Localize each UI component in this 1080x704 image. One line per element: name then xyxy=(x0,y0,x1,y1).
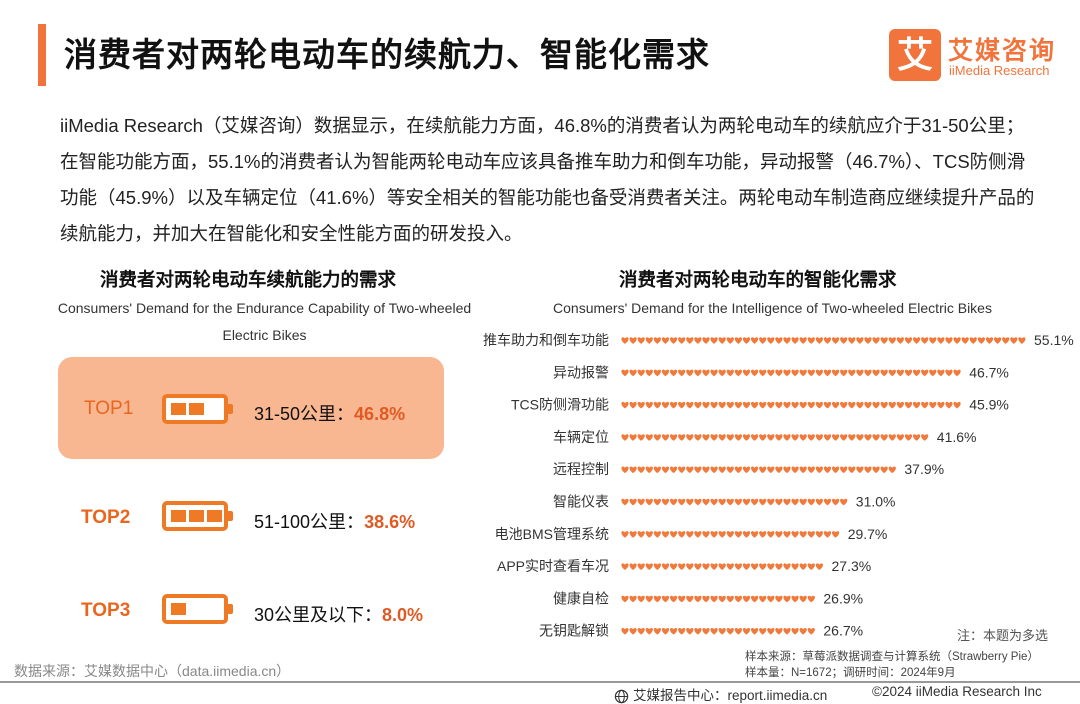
battery-icon xyxy=(162,394,233,424)
logo-cn-text: 艾媒咨询 xyxy=(948,37,1057,65)
data-bar xyxy=(621,466,896,474)
copyright: ©2024 iiMedia Research Inc xyxy=(872,684,1042,699)
data-bar xyxy=(621,337,1026,344)
intro-paragraph: iiMedia Research（艾媒咨询）数据显示，在续航能力方面，46.8%… xyxy=(60,115,1035,244)
value-label: 27.3% xyxy=(832,558,872,574)
top1-highlight-card xyxy=(58,357,444,459)
left-chart-title: 消费者对两轮电动车续航能力的需求 xyxy=(100,269,397,290)
logo-mark: 艾 xyxy=(889,29,941,81)
category-label: 电池BMS管理系统 xyxy=(495,526,609,542)
data-bar xyxy=(621,628,815,635)
category-label: 无钥匙解锁 xyxy=(539,623,609,639)
data-bar xyxy=(621,595,815,603)
top3-value: 30公里及以下：8.0% xyxy=(254,601,423,627)
category-label: 异动报警 xyxy=(553,364,609,380)
multi-choice-note: 注：本题为多选 xyxy=(957,628,1049,643)
report-center: 艾媒报告中心：report.iimedia.cn xyxy=(614,684,827,704)
data-bar xyxy=(621,434,929,441)
top3-rank: TOP3 xyxy=(81,600,131,621)
data-bar xyxy=(621,531,840,538)
page-title: 消费者对两轮电动车的续航力、智能化需求 xyxy=(64,36,710,73)
data-bar xyxy=(621,369,961,377)
top3-pct: 8.0% xyxy=(382,605,424,625)
value-label: 31.0% xyxy=(856,494,896,510)
logo-en-text: iiMedia Research xyxy=(949,63,1050,78)
category-label: 车辆定位 xyxy=(553,429,609,445)
title-accent-bar xyxy=(38,24,46,86)
battery-icon xyxy=(162,501,233,531)
right-chart-subtitle: Consumers' Demand for the Intelligence o… xyxy=(553,300,992,316)
value-label: 37.9% xyxy=(904,461,944,477)
value-label: 26.9% xyxy=(823,590,863,606)
category-label: APP实时查看车况 xyxy=(497,558,609,574)
left-chart-subtitle: Consumers' Demand for the Endurance Capa… xyxy=(57,300,472,343)
category-label: 智能仪表 xyxy=(553,494,609,510)
top1-pct: 46.8% xyxy=(354,404,406,424)
top2-pct: 38.6% xyxy=(364,512,416,532)
category-label: TCS防侧滑功能 xyxy=(511,397,609,413)
sample-source: 样本来源：草莓派数据调查与计算系统（Strawberry Pie） xyxy=(745,651,1039,663)
data-bar xyxy=(621,563,823,571)
top2-rank: TOP2 xyxy=(81,507,131,528)
top2-range: 51-100公里： xyxy=(254,512,365,532)
value-label: 55.1% xyxy=(1034,332,1074,348)
report-center-link[interactable]: 艾媒报告中心：report.iimedia.cn xyxy=(633,688,828,703)
value-label: 45.9% xyxy=(969,397,1009,413)
value-label: 41.6% xyxy=(937,429,977,445)
top1-range: 31-50公里： xyxy=(254,404,355,424)
top1-rank: TOP1 xyxy=(84,398,134,419)
value-label: 29.7% xyxy=(848,526,888,542)
imedia-logo: 艾 艾媒咨询 iiMedia Research xyxy=(889,29,1069,81)
value-label: 26.7% xyxy=(823,623,863,639)
top3-range: 30公里及以下： xyxy=(254,605,383,625)
value-label: 46.7% xyxy=(969,364,1009,380)
data-bar xyxy=(621,401,961,409)
category-label: 远程控制 xyxy=(553,461,609,477)
category-label: 健康自检 xyxy=(553,590,609,606)
category-label: 推车助力和倒车功能 xyxy=(483,332,609,348)
globe-icon xyxy=(614,689,629,704)
sample-size: 样本量：N=1672；调研时间：2024年9月 xyxy=(745,667,956,679)
top1-value: 31-50公里：46.8% xyxy=(254,400,405,426)
data-source: 数据来源：艾媒数据中心（data.iimedia.cn） xyxy=(14,663,291,679)
footer-divider xyxy=(0,681,1080,683)
data-bar xyxy=(621,498,848,506)
battery-icon xyxy=(162,594,233,624)
top2-value: 51-100公里：38.6% xyxy=(254,508,415,534)
right-chart-title: 消费者对两轮电动车的智能化需求 xyxy=(619,269,897,290)
